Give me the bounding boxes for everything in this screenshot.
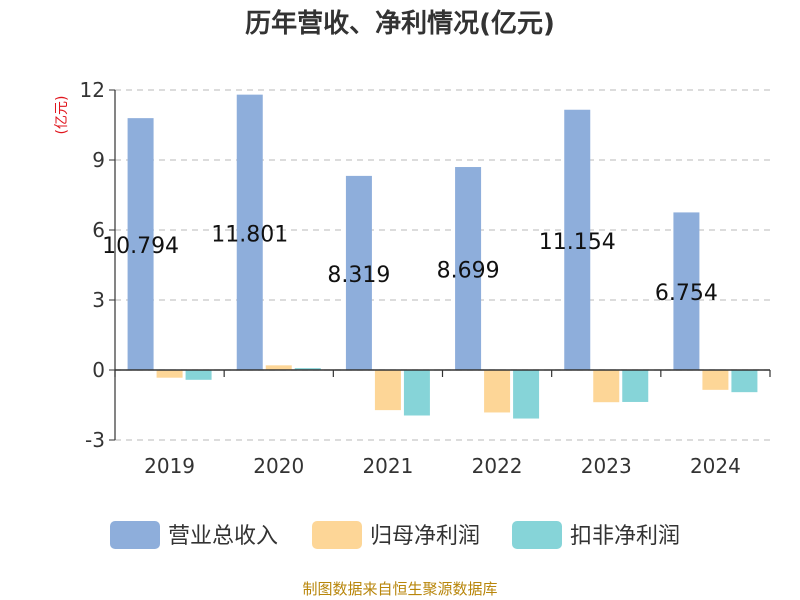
data-labels: 10.794 11.801 8.319 8.699 11.154 6.754 <box>102 222 718 306</box>
source-note: 制图数据来自恒生聚源数据库 <box>302 580 497 598</box>
bar <box>564 109 591 371</box>
bar <box>593 370 620 403</box>
x-tick-label: 2020 <box>253 454 304 478</box>
y-tick-label: 12 <box>80 78 105 102</box>
bar <box>513 370 540 419</box>
legend-swatch <box>512 521 562 549</box>
legend-label: 归母净利润 <box>370 524 480 549</box>
data-label: 11.154 <box>539 230 616 255</box>
bar <box>127 118 154 370</box>
data-label: 11.801 <box>211 222 288 247</box>
data-label: 8.699 <box>437 259 500 284</box>
x-tick-label: 2021 <box>362 454 413 478</box>
bar <box>345 175 372 370</box>
y-tick-label: 9 <box>92 148 105 172</box>
bar <box>622 370 649 402</box>
bar <box>484 370 511 413</box>
bars <box>127 94 758 419</box>
bar <box>455 167 482 370</box>
bar <box>265 365 292 370</box>
data-label: 6.754 <box>655 281 718 306</box>
x-tick-label: 2022 <box>472 454 523 478</box>
legend-swatch <box>110 521 160 549</box>
x-tick-label: 2024 <box>690 454 741 478</box>
bar <box>403 370 430 416</box>
data-label: 8.319 <box>327 263 390 288</box>
bar <box>731 370 758 393</box>
bar <box>374 370 401 411</box>
y-axis-ticks: 12 9 6 3 0 -3 <box>80 78 116 452</box>
bar <box>185 370 212 380</box>
y-tick-label: 6 <box>92 218 105 242</box>
legend: 营业总收入 归母净利润 扣非净利润 <box>110 521 680 549</box>
x-tick-label: 2019 <box>144 454 195 478</box>
legend-label: 营业总收入 <box>168 524 278 549</box>
bar <box>236 94 263 370</box>
y-tick-label: 0 <box>92 358 105 382</box>
legend-swatch <box>312 521 362 549</box>
y-tick-label: -3 <box>85 428 105 452</box>
y-axis-unit: (亿元) <box>54 96 70 135</box>
legend-label: 扣非净利润 <box>570 524 680 549</box>
bar <box>702 370 729 390</box>
x-axis-ticks: 2019 2020 2021 2022 2023 2024 <box>144 454 741 478</box>
bar <box>673 212 700 370</box>
x-tick-label: 2023 <box>581 454 632 478</box>
x-axis <box>114 369 771 377</box>
data-label: 10.794 <box>102 234 179 259</box>
y-tick-label: 3 <box>92 288 105 312</box>
bar <box>294 368 321 370</box>
bar <box>156 370 183 378</box>
chart-title: 历年营收、净利情况(亿元) <box>245 8 555 39</box>
